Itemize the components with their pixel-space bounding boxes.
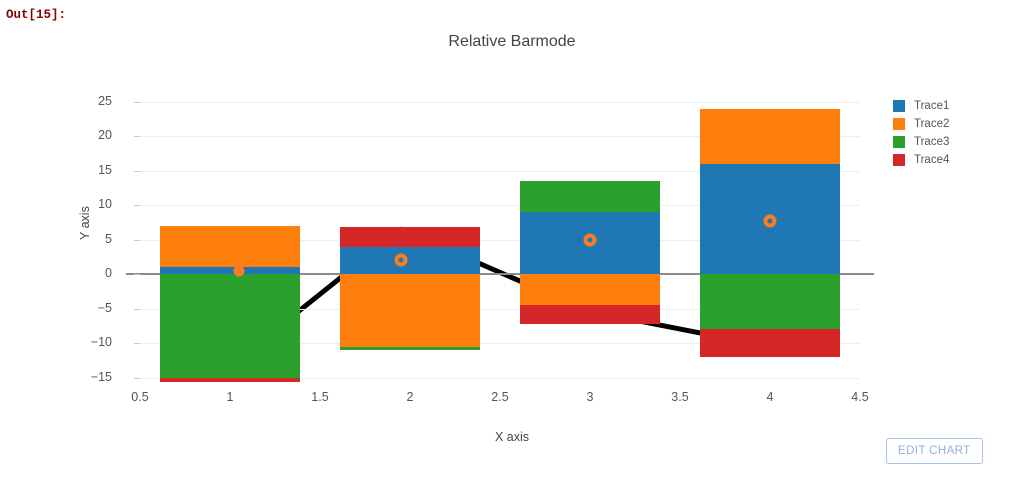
edit-chart-button[interactable]: EDIT CHART: [886, 438, 983, 464]
y-gridline: [140, 136, 860, 138]
bar-segment[interactable]: [159, 274, 301, 378]
y-axis-tick-label: −5: [97, 300, 112, 315]
x-axis-tick-label: 2: [406, 390, 414, 404]
y-axis-tick-label: 15: [98, 162, 112, 177]
y-axis-tick-label: 5: [105, 231, 112, 246]
legend-item-trace1[interactable]: Trace1: [893, 97, 949, 114]
y-gridline: [140, 343, 860, 345]
y-axis-tick-mark: [134, 170, 140, 172]
bar-segment[interactable]: [519, 305, 661, 324]
y-axis-tick-label: 10: [98, 197, 112, 212]
y-axis-tick-label: 25: [98, 94, 112, 108]
legend-swatch-trace4: [893, 153, 905, 166]
y-gridline: [140, 205, 860, 207]
bar-segment[interactable]: [339, 274, 481, 347]
notebook-prompt-label: Out[15]:: [6, 8, 67, 22]
y-axis-tick-label: 0: [105, 266, 112, 281]
bar-segment[interactable]: [339, 227, 481, 247]
legend-swatch-trace2: [893, 117, 905, 130]
overlay-line-path: [214, 226, 771, 380]
bar-segment[interactable]: [159, 267, 301, 275]
y-axis-tick-mark: [134, 239, 140, 241]
x-axis-tick-label: 4.5: [851, 390, 869, 404]
scatter-marker[interactable]: [763, 214, 777, 228]
y-axis-tick-mark: [134, 308, 140, 310]
scatter-marker[interactable]: [583, 233, 597, 247]
y-gridline: [140, 170, 860, 172]
x-axis-tick-label: 3.5: [671, 390, 689, 404]
legend-item-trace4[interactable]: Trace4: [893, 151, 949, 168]
x-axis-tick-label: 4: [766, 390, 774, 404]
legend-label-trace3: Trace3: [914, 135, 950, 148]
legend-item-trace2[interactable]: Trace2: [893, 115, 949, 132]
y-axis-tick-mark: [134, 343, 140, 345]
y-axis-tick-mark: [134, 102, 140, 103]
bar-segment[interactable]: [339, 346, 481, 351]
y-gridline: [140, 239, 860, 241]
bar-segment[interactable]: [159, 377, 301, 383]
y-axis-tick-label: −10: [90, 335, 112, 350]
y-axis-tick-label: −15: [90, 369, 112, 384]
scatter-marker[interactable]: [233, 265, 245, 277]
bar-segment[interactable]: [699, 329, 841, 357]
bar-segment[interactable]: [159, 226, 301, 268]
chart-title: Relative Barmode: [448, 33, 576, 50]
chart-legend: Trace1 Trace2 Trace3 Trace4: [893, 97, 949, 169]
x-axis-tick-label: 1.5: [311, 390, 329, 404]
y-gridline: [140, 377, 860, 379]
y-axis-tick-mark: [134, 377, 140, 379]
y-gridline: [140, 308, 860, 310]
x-axis-tick-label: 0.5: [131, 390, 149, 404]
y-axis-tick-label: 20: [98, 128, 112, 143]
bar-segment[interactable]: [519, 274, 661, 306]
legend-label-trace1: Trace1: [914, 99, 950, 112]
bar-segment[interactable]: [699, 274, 841, 330]
y-axis-tick-mark: [134, 136, 140, 138]
zero-axis-line: [126, 273, 874, 276]
y-axis-tick-mark: [134, 274, 140, 276]
legend-label-trace4: Trace4: [914, 153, 950, 166]
y-axis-tick-mark: [134, 205, 140, 207]
legend-swatch-trace1: [893, 99, 905, 112]
scatter-marker[interactable]: [394, 253, 408, 267]
bar-segment[interactable]: [699, 108, 841, 164]
y-gridline: [140, 102, 860, 103]
line-overlay: [214, 226, 771, 380]
legend-item-trace3[interactable]: Trace3: [893, 133, 949, 150]
x-axis-tick-label: 1: [226, 390, 234, 404]
x-axis-tick-label: 2.5: [491, 390, 509, 404]
bar-segment[interactable]: [339, 246, 481, 275]
plot-area: 25 20 15 10 5 0 −5 −10 −15 0.5 1 1.5 2 2.5 3 3.5 4 4.5: [91, 94, 874, 404]
bar-segment[interactable]: [519, 181, 661, 213]
legend-label-trace2: Trace2: [914, 117, 950, 130]
legend-swatch-trace3: [893, 135, 905, 148]
x-axis-title: X axis: [494, 430, 530, 444]
x-axis-tick-label: 3: [586, 390, 594, 404]
